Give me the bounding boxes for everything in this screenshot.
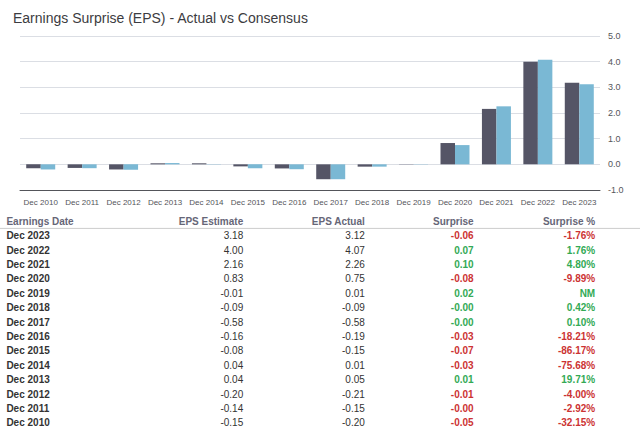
svg-text:-0.58: -0.58 <box>220 317 243 328</box>
svg-text:Dec 2012: Dec 2012 <box>106 198 141 207</box>
svg-text:Dec 2020: Dec 2020 <box>438 198 473 207</box>
svg-text:NM: NM <box>580 288 596 299</box>
svg-text:-0.03: -0.03 <box>451 360 474 371</box>
svg-text:Earnings Surprise (EPS) - Actu: Earnings Surprise (EPS) - Actual vs Cons… <box>13 10 308 26</box>
svg-text:Surprise %: Surprise % <box>543 216 595 227</box>
svg-text:-0.09: -0.09 <box>342 302 365 313</box>
svg-text:2.0: 2.0 <box>608 108 621 118</box>
svg-text:3.12: 3.12 <box>345 230 365 241</box>
svg-text:-0.09: -0.09 <box>220 302 243 313</box>
svg-text:-0.06: -0.06 <box>451 230 474 241</box>
svg-text:Dec 2019: Dec 2019 <box>6 288 50 299</box>
svg-text:Dec 2022: Dec 2022 <box>521 198 556 207</box>
svg-text:0.01: 0.01 <box>345 360 365 371</box>
svg-text:Dec 2021: Dec 2021 <box>6 259 50 270</box>
svg-text:Dec 2013: Dec 2013 <box>148 198 183 207</box>
svg-text:-0.01: -0.01 <box>220 288 243 299</box>
svg-text:-0.00: -0.00 <box>451 403 474 414</box>
svg-text:-0.00: -0.00 <box>451 317 474 328</box>
svg-text:2.16: 2.16 <box>224 259 244 270</box>
svg-text:Dec 2016: Dec 2016 <box>6 331 50 342</box>
svg-text:Dec 2016: Dec 2016 <box>272 198 307 207</box>
svg-text:1.76%: 1.76% <box>567 245 595 256</box>
svg-text:-0.00: -0.00 <box>451 302 474 313</box>
svg-text:Dec 2021: Dec 2021 <box>479 198 514 207</box>
svg-text:5.0: 5.0 <box>608 31 621 41</box>
svg-text:Dec 2023: Dec 2023 <box>6 230 50 241</box>
svg-text:-9.89%: -9.89% <box>564 273 596 284</box>
svg-text:Dec 2012: Dec 2012 <box>6 389 50 400</box>
svg-text:-0.58: -0.58 <box>342 317 365 328</box>
svg-text:0.07: 0.07 <box>454 245 474 256</box>
svg-text:2.26: 2.26 <box>345 259 365 270</box>
svg-text:Dec 2011: Dec 2011 <box>65 198 99 207</box>
svg-text:Dec 2014: Dec 2014 <box>189 198 224 207</box>
svg-text:0.83: 0.83 <box>224 273 244 284</box>
svg-text:-0.19: -0.19 <box>342 331 365 342</box>
svg-text:-0.01: -0.01 <box>451 389 474 400</box>
svg-text:Surprise: Surprise <box>433 216 474 227</box>
svg-text:0.02: 0.02 <box>454 288 474 299</box>
svg-text:Dec 2019: Dec 2019 <box>396 198 431 207</box>
svg-text:-0.08: -0.08 <box>220 345 243 356</box>
svg-text:4.07: 4.07 <box>345 245 365 256</box>
svg-text:-32.15%: -32.15% <box>558 417 595 428</box>
svg-text:0.01: 0.01 <box>454 374 474 385</box>
svg-text:0.04: 0.04 <box>224 374 244 385</box>
svg-text:0.42%: 0.42% <box>567 302 595 313</box>
svg-text:-0.05: -0.05 <box>451 417 474 428</box>
svg-text:-0.15: -0.15 <box>342 345 365 356</box>
svg-text:Dec 2011: Dec 2011 <box>6 403 49 414</box>
svg-text:Dec 2020: Dec 2020 <box>6 273 50 284</box>
svg-text:-0.15: -0.15 <box>342 403 365 414</box>
svg-text:Dec 2022: Dec 2022 <box>6 245 50 256</box>
svg-text:-0.08: -0.08 <box>451 273 474 284</box>
svg-text:0.75: 0.75 <box>345 273 365 284</box>
svg-text:-0.16: -0.16 <box>220 331 243 342</box>
svg-text:Dec 2015: Dec 2015 <box>231 198 266 207</box>
svg-text:4.80%: 4.80% <box>567 259 595 270</box>
svg-text:-0.21: -0.21 <box>342 389 365 400</box>
svg-text:3.18: 3.18 <box>224 230 244 241</box>
svg-text:-2.92%: -2.92% <box>564 403 596 414</box>
svg-text:0.01: 0.01 <box>345 288 365 299</box>
svg-text:Dec 2010: Dec 2010 <box>24 198 59 207</box>
svg-text:0.0: 0.0 <box>608 159 621 169</box>
svg-text:-1.76%: -1.76% <box>564 230 596 241</box>
svg-text:0.10%: 0.10% <box>567 317 595 328</box>
svg-text:19.71%: 19.71% <box>561 374 595 385</box>
svg-text:0.04: 0.04 <box>224 360 244 371</box>
svg-text:Dec 2018: Dec 2018 <box>355 198 390 207</box>
svg-text:Dec 2015: Dec 2015 <box>6 345 50 356</box>
svg-text:Dec 2014: Dec 2014 <box>6 360 50 371</box>
svg-text:-0.20: -0.20 <box>220 389 243 400</box>
svg-text:Dec 2010: Dec 2010 <box>6 417 50 428</box>
svg-text:3.0: 3.0 <box>608 82 621 92</box>
svg-text:-1.0: -1.0 <box>608 185 624 195</box>
svg-text:Dec 2013: Dec 2013 <box>6 374 50 385</box>
svg-text:-86.17%: -86.17% <box>558 345 595 356</box>
svg-text:Dec 2017: Dec 2017 <box>6 317 50 328</box>
svg-text:-0.07: -0.07 <box>451 345 474 356</box>
svg-text:-0.15: -0.15 <box>220 417 243 428</box>
svg-text:0.10: 0.10 <box>454 259 474 270</box>
svg-text:-18.21%: -18.21% <box>558 331 595 342</box>
svg-text:Dec 2018: Dec 2018 <box>6 302 50 313</box>
svg-text:Earnings Date: Earnings Date <box>6 216 74 227</box>
svg-text:-75.68%: -75.68% <box>558 360 595 371</box>
svg-text:Dec 2017: Dec 2017 <box>314 198 349 207</box>
svg-text:4.00: 4.00 <box>224 245 244 256</box>
svg-text:-0.14: -0.14 <box>220 403 243 414</box>
svg-text:4.0: 4.0 <box>608 57 621 67</box>
svg-text:-0.20: -0.20 <box>342 417 365 428</box>
svg-text:0.05: 0.05 <box>345 374 365 385</box>
svg-text:-4.00%: -4.00% <box>564 389 596 400</box>
svg-text:Dec 2023: Dec 2023 <box>562 198 597 207</box>
svg-text:EPS Estimate: EPS Estimate <box>179 216 244 227</box>
svg-text:1.0: 1.0 <box>608 134 621 144</box>
svg-text:-0.03: -0.03 <box>451 331 474 342</box>
svg-text:EPS Actual: EPS Actual <box>312 216 365 227</box>
